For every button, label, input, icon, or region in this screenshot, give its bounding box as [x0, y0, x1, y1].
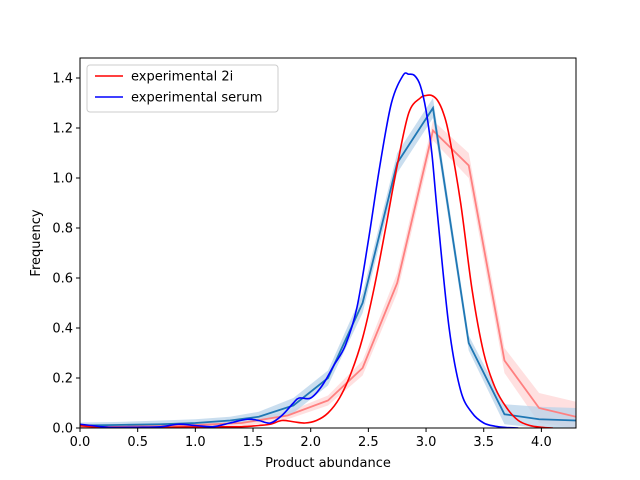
legend: experimental 2i experimental serum	[86, 64, 279, 113]
legend-label-serum: experimental serum	[131, 91, 262, 106]
x-tick-label: 0.5	[127, 435, 148, 450]
y-tick-label: 0.2	[52, 372, 73, 387]
x-tick-label: 3.5	[473, 435, 494, 450]
data-lines	[80, 72, 553, 428]
y-tick-label: 0.8	[52, 222, 73, 237]
band-center-line-3	[80, 105, 576, 427]
x-tick-label: 0.0	[70, 435, 91, 450]
y-axis: 0.0 0.2 0.4 0.6 0.8 1.0 1.2 1.4	[52, 72, 80, 437]
y-tick-label: 1.4	[52, 72, 73, 87]
legend-box	[86, 64, 279, 113]
confidence-band-2	[80, 120, 576, 428]
x-tick-label: 1.5	[243, 435, 264, 450]
y-tick-label: 1.0	[52, 172, 73, 187]
series-line-0	[80, 94, 553, 428]
x-axis: 0.0 0.5 1.0 1.5 2.0 2.5 3.0 3.5 4.0	[70, 428, 552, 450]
series-line-1	[80, 72, 519, 428]
x-tick-label: 2.5	[358, 435, 379, 450]
x-tick-label: 4.0	[531, 435, 552, 450]
x-tick-label: 3.0	[416, 435, 437, 450]
y-tick-label: 1.2	[52, 122, 73, 137]
y-tick-label: 0.4	[52, 322, 73, 337]
y-tick-label: 0.0	[52, 422, 73, 437]
y-tick-label: 0.6	[52, 272, 73, 287]
y-axis-label: Frequency	[29, 209, 44, 276]
x-axis-label: Product abundance	[265, 456, 391, 471]
x-tick-label: 2.0	[300, 435, 321, 450]
plot-frame	[79, 57, 577, 429]
legend-label-2i: experimental 2i	[131, 70, 233, 85]
x-tick-label: 1.0	[185, 435, 206, 450]
